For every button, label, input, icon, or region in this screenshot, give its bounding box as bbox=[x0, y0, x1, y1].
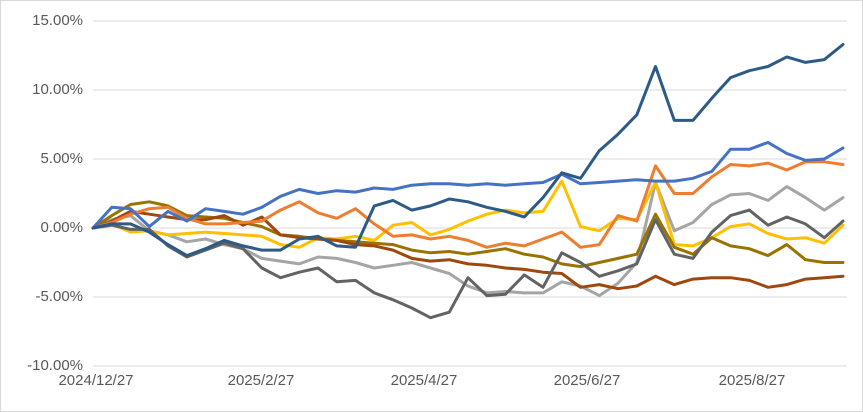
y-axis-tick-label: 10.00% bbox=[32, 81, 83, 98]
x-axis-tick-label: 2024/12/27 bbox=[58, 372, 134, 389]
series-brown-line bbox=[91, 209, 845, 291]
series-olive-line bbox=[91, 200, 845, 269]
series-dark-gray-line bbox=[91, 208, 845, 320]
series-orange-line bbox=[91, 160, 845, 249]
x-axis-tick-label: 2025/8/27 bbox=[718, 372, 786, 389]
series-yellow-line bbox=[91, 179, 845, 249]
y-axis-tick-label: -5.00% bbox=[35, 288, 83, 305]
x-axis-tick-label: 2025/6/27 bbox=[553, 372, 621, 389]
y-axis-tick-label: 5.00% bbox=[40, 150, 83, 167]
y-axis-tick-label: -10.00% bbox=[27, 357, 83, 374]
series-royal-blue-line bbox=[91, 140, 845, 230]
x-axis-tick-label: 2025/4/27 bbox=[390, 372, 458, 389]
series-navy-blue-line bbox=[91, 43, 845, 258]
y-axis-tick-label: 15.00% bbox=[32, 12, 83, 29]
y-axis-tick-label: 0.00% bbox=[40, 219, 83, 236]
x-axis-tick-label: 2025/2/27 bbox=[227, 372, 295, 389]
